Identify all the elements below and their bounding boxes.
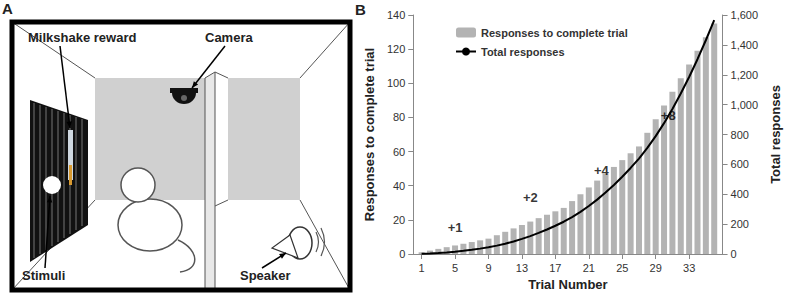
svg-text:13: 13 [516, 262, 528, 274]
svg-text:20: 20 [393, 214, 405, 226]
svg-text:1,600: 1,600 [731, 9, 759, 21]
svg-text:1: 1 [419, 262, 425, 274]
svg-text:100: 100 [387, 77, 405, 89]
svg-text:Speaker: Speaker [240, 268, 291, 283]
svg-text:40: 40 [393, 180, 405, 192]
svg-text:Milkshake reward: Milkshake reward [28, 30, 136, 45]
svg-text:140: 140 [387, 9, 405, 21]
svg-text:Total responses: Total responses [768, 85, 783, 184]
svg-text:1,200: 1,200 [731, 69, 759, 81]
svg-text:A: A [2, 0, 13, 17]
svg-text:17: 17 [549, 262, 561, 274]
svg-text:0: 0 [731, 248, 737, 260]
svg-text:Trial Number: Trial Number [528, 277, 607, 292]
svg-text:800: 800 [731, 129, 749, 141]
svg-text:+1: +1 [448, 220, 463, 235]
svg-text:33: 33 [683, 262, 695, 274]
svg-text:Stimuli: Stimuli [22, 268, 65, 283]
svg-text:0: 0 [399, 248, 405, 260]
svg-text:Responses to complete trial: Responses to complete trial [481, 27, 628, 39]
svg-text:9: 9 [485, 262, 491, 274]
svg-text:5: 5 [452, 262, 458, 274]
svg-text:120: 120 [387, 43, 405, 55]
svg-text:80: 80 [393, 111, 405, 123]
svg-text:Responses to complete trial: Responses to complete trial [362, 48, 377, 221]
svg-text:Camera: Camera [205, 30, 253, 45]
svg-text:1,000: 1,000 [731, 99, 759, 111]
svg-text:21: 21 [583, 262, 595, 274]
svg-text:400: 400 [731, 188, 749, 200]
svg-text:25: 25 [616, 262, 628, 274]
svg-text:+2: +2 [523, 190, 538, 205]
svg-text:+8: +8 [660, 107, 676, 123]
svg-text:+4: +4 [594, 163, 610, 178]
svg-text:200: 200 [731, 218, 749, 230]
svg-text:1,400: 1,400 [731, 39, 759, 51]
svg-text:29: 29 [650, 262, 662, 274]
svg-text:B: B [355, 1, 366, 18]
svg-text:600: 600 [731, 158, 749, 170]
svg-text:Total responses: Total responses [481, 46, 565, 58]
svg-text:60: 60 [393, 146, 405, 158]
